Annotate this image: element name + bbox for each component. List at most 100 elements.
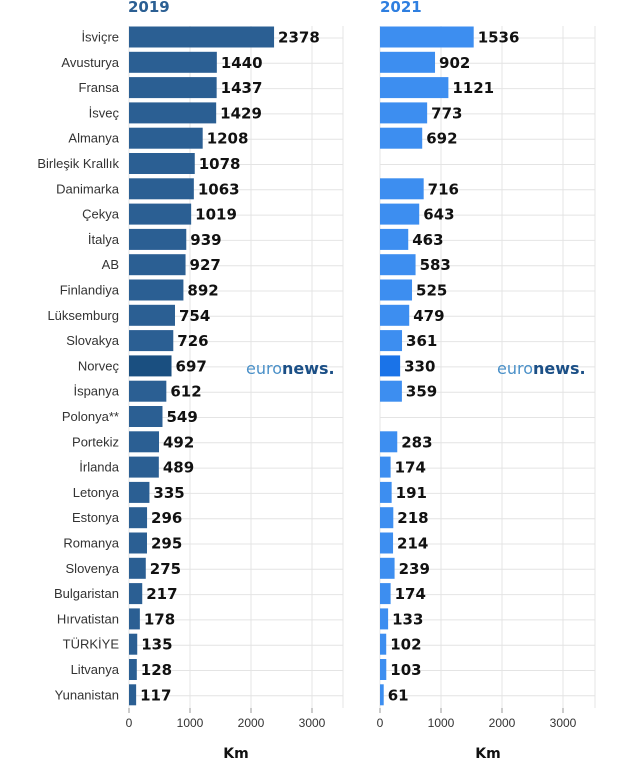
bar <box>129 532 147 554</box>
category-label: Avusturya <box>61 55 119 70</box>
bar <box>380 659 387 680</box>
bar <box>380 102 428 124</box>
bar <box>380 254 416 276</box>
bar <box>129 330 174 352</box>
value-label: 2378 <box>278 29 320 47</box>
bar <box>380 608 389 630</box>
value-label: 492 <box>163 433 194 451</box>
euronews-logo-euro: euro <box>246 359 282 378</box>
value-label: 489 <box>163 459 194 477</box>
x-tick-label: 3000 <box>299 716 326 730</box>
value-label: 1440 <box>221 54 263 72</box>
bar <box>380 178 424 200</box>
bar <box>129 304 175 326</box>
x-tick-label: 2000 <box>489 716 516 730</box>
bar <box>380 456 391 478</box>
value-label: 1063 <box>198 180 240 198</box>
bar <box>380 583 391 605</box>
category-label: İsveç <box>89 105 120 120</box>
value-label: 1536 <box>478 29 520 47</box>
category-label: Çekya <box>82 207 120 222</box>
value-label: 1019 <box>195 206 237 224</box>
category-label: Birleşik Krallık <box>37 156 119 171</box>
category-label: İspanya <box>73 384 119 399</box>
bar <box>129 583 143 605</box>
bar <box>129 102 217 124</box>
category-label: Portekiz <box>72 434 119 449</box>
x-axis-title-2021: Km <box>475 746 500 762</box>
bar <box>380 304 410 326</box>
value-label: 330 <box>404 357 435 375</box>
category-label: Polonya** <box>62 409 119 424</box>
euronews-logo-euro: euro <box>497 359 533 378</box>
value-label: 102 <box>390 636 421 654</box>
value-label: 133 <box>392 610 423 628</box>
bar <box>380 380 402 402</box>
value-label: 1078 <box>199 155 241 173</box>
value-label: 61 <box>388 686 409 704</box>
category-label: İsviçre <box>81 30 119 45</box>
value-label: 927 <box>190 256 221 274</box>
x-tick-label: 0 <box>126 716 133 730</box>
bar <box>129 507 148 529</box>
bar <box>380 51 436 73</box>
value-label: 128 <box>141 661 172 679</box>
category-label: Slovakya <box>66 333 120 348</box>
bar <box>129 51 217 73</box>
bar <box>129 684 137 706</box>
value-label: 335 <box>153 484 184 502</box>
bar <box>129 456 159 478</box>
value-label: 178 <box>144 610 175 628</box>
category-label: Estonya <box>72 510 120 525</box>
bar <box>129 380 167 402</box>
value-label: 296 <box>151 509 182 527</box>
value-label: 463 <box>412 231 443 249</box>
bar <box>380 127 423 149</box>
value-label: 218 <box>397 509 428 527</box>
bar <box>129 557 146 579</box>
bar <box>380 279 413 301</box>
bar <box>380 355 401 377</box>
value-label: 117 <box>140 686 171 704</box>
category-label: Romanya <box>63 536 119 551</box>
bar <box>380 557 395 579</box>
chart-panel-2021: 1536 902 1121 773 692 716 643 463 583 525 479 361 33… <box>377 26 596 730</box>
euronews-logo: euronews. <box>246 359 335 378</box>
bar <box>380 431 398 453</box>
value-label: 754 <box>179 307 210 325</box>
category-label: AB <box>102 257 119 272</box>
bar <box>380 203 420 225</box>
x-tick-label: 1000 <box>428 716 455 730</box>
value-label: 716 <box>428 180 459 198</box>
svg-text:euronews.: euronews. <box>497 359 586 378</box>
bar <box>129 659 137 680</box>
value-label: 525 <box>416 282 447 300</box>
bar <box>129 633 138 655</box>
value-label: 773 <box>431 104 462 122</box>
x-axis-title-2019: Km <box>223 746 248 762</box>
category-label: Bulgaristan <box>54 586 119 601</box>
value-label: 135 <box>141 636 172 654</box>
panel-title-2019: 2019 <box>128 0 170 16</box>
bar <box>129 178 194 200</box>
bar <box>129 203 192 225</box>
bar <box>380 633 387 655</box>
bar <box>380 77 449 99</box>
bar <box>380 532 394 554</box>
category-label: Slovenya <box>66 561 120 576</box>
x-tick-label: 2000 <box>238 716 265 730</box>
value-label: 217 <box>146 585 177 603</box>
category-label: Norveç <box>78 358 120 373</box>
value-label: 692 <box>426 130 457 148</box>
category-label: Litvanya <box>71 662 120 677</box>
category-label: Yunanistan <box>55 687 119 702</box>
bar <box>129 153 195 174</box>
value-label: 174 <box>395 585 426 603</box>
value-label: 191 <box>396 484 427 502</box>
value-label: 1208 <box>207 130 249 148</box>
value-label: 103 <box>390 661 421 679</box>
value-label: 479 <box>413 307 444 325</box>
value-label: 612 <box>170 383 201 401</box>
bar <box>129 254 186 276</box>
